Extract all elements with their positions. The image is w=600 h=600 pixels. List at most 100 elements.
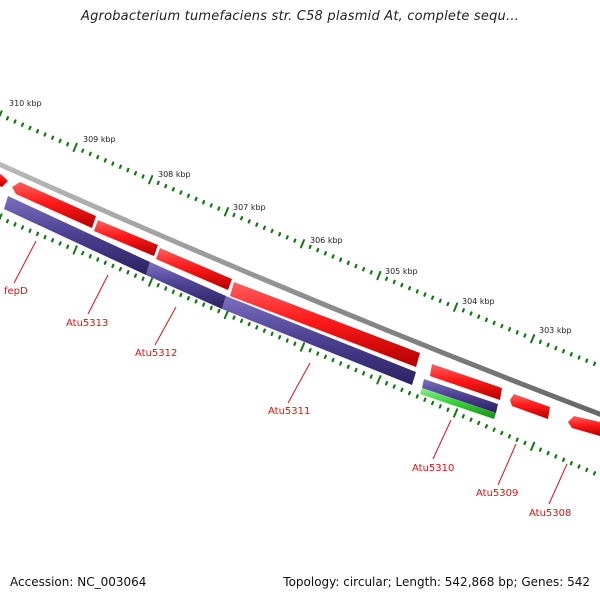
inner-scale-minor-tick bbox=[554, 454, 558, 459]
inner-scale-minor-tick bbox=[171, 289, 175, 294]
inner-scale-minor-tick bbox=[323, 354, 327, 359]
tick-label-304kbp: 304 kbp bbox=[462, 297, 495, 306]
inner-scale-minor-tick bbox=[369, 374, 373, 379]
scale-minor-tick bbox=[415, 289, 419, 294]
leader-atu5309 bbox=[497, 443, 517, 486]
scale-minor-tick bbox=[392, 279, 396, 285]
leader-atu5313 bbox=[87, 274, 109, 315]
scale-minor-tick bbox=[369, 270, 373, 275]
scale-minor-tick bbox=[66, 142, 70, 147]
gene-arrow-atu5308-forward[interactable] bbox=[568, 416, 600, 436]
scale-minor-tick bbox=[492, 320, 496, 326]
inner-scale-minor-tick bbox=[209, 305, 213, 311]
scale-minor-tick bbox=[423, 292, 427, 297]
scale-minor-tick bbox=[58, 138, 62, 144]
gene-arrow-atu5312-forward[interactable] bbox=[94, 220, 158, 256]
inner-scale-minor-tick bbox=[202, 302, 206, 307]
inner-scale-minor-tick bbox=[217, 308, 221, 314]
inner-scale-major-tick bbox=[376, 375, 382, 385]
inner-scale-major-tick bbox=[223, 309, 229, 320]
inner-scale-minor-tick bbox=[569, 461, 573, 466]
inner-scale-minor-tick bbox=[392, 384, 396, 389]
scale-minor-tick bbox=[508, 327, 512, 332]
scale-minor-tick bbox=[554, 345, 558, 351]
scale-minor-tick bbox=[270, 228, 274, 234]
gene-label-atu5310[interactable]: Atu5310 bbox=[412, 463, 454, 474]
inner-scale-minor-tick bbox=[461, 414, 465, 419]
inner-scale-minor-tick bbox=[179, 292, 183, 298]
inner-scale-minor-tick bbox=[538, 447, 543, 452]
gene-arrow-atu5311-forward-a[interactable] bbox=[156, 248, 232, 290]
inner-scale-minor-tick bbox=[111, 263, 115, 269]
inner-scale-minor-tick bbox=[346, 364, 350, 369]
inner-scale-minor-tick bbox=[354, 367, 358, 373]
scale-minor-tick bbox=[43, 132, 47, 137]
inner-scale-minor-tick bbox=[400, 387, 404, 392]
inner-scale-minor-tick bbox=[240, 318, 244, 324]
gene-bar-atu5310-rna[interactable] bbox=[420, 388, 496, 419]
inner-scale-minor-tick bbox=[81, 250, 85, 256]
scale-minor-tick bbox=[385, 276, 389, 281]
genome-summary-text: Topology: circular; Length: 542,868 bp; … bbox=[283, 575, 590, 589]
inner-scale-minor-tick bbox=[13, 222, 17, 227]
gene-arrow-atu5310-forward[interactable] bbox=[430, 364, 502, 400]
scale-minor-tick bbox=[577, 355, 581, 360]
scale-minor-tick bbox=[194, 196, 198, 202]
forward-strand-track bbox=[0, 170, 600, 436]
scale-minor-tick bbox=[323, 251, 327, 256]
scale-major-tick bbox=[0, 110, 3, 118]
scale-minor-tick bbox=[477, 314, 481, 319]
inner-scale-minor-tick bbox=[308, 348, 312, 353]
scale-minor-tick bbox=[484, 317, 488, 322]
inner-scale-minor-tick bbox=[20, 225, 25, 230]
gene-bar-atu5310-reverse[interactable] bbox=[422, 379, 498, 413]
scale-minor-tick bbox=[81, 148, 85, 153]
scale-minor-tick bbox=[354, 263, 358, 269]
inner-scale-minor-tick bbox=[141, 276, 145, 281]
inner-scale-minor-tick bbox=[523, 440, 527, 446]
inner-scale-minor-tick bbox=[5, 219, 10, 224]
gene-labels: fepD Atu5313 Atu5312 Atu5311 Atu5310 Atu… bbox=[4, 286, 571, 519]
tick-label-307kbp: 307 kbp bbox=[233, 203, 266, 212]
gene-label-atu5313[interactable]: Atu5313 bbox=[66, 318, 108, 329]
scale-major-tick bbox=[376, 270, 382, 281]
backbone-line bbox=[0, 161, 600, 417]
gene-arrow-fepd-forward[interactable] bbox=[0, 170, 8, 187]
scale-minor-tick bbox=[217, 206, 221, 211]
scale-minor-tick bbox=[585, 358, 589, 363]
inner-scale-minor-tick bbox=[484, 424, 488, 429]
inner-scale-minor-tick bbox=[316, 351, 320, 356]
scale-minor-tick bbox=[232, 212, 236, 218]
scale-minor-tick bbox=[171, 187, 175, 192]
inner-scale-minor-tick bbox=[415, 394, 419, 399]
inner-scale-minor-tick bbox=[500, 430, 504, 436]
scale-minor-tick bbox=[156, 180, 160, 186]
map-title: Agrobacterium tumefaciens str. C58 plasm… bbox=[80, 9, 519, 24]
inner-scale-minor-tick bbox=[546, 450, 550, 456]
leader-atu5308 bbox=[548, 463, 568, 505]
inner-scale-minor-tick bbox=[385, 381, 389, 386]
inner-scale-minor-tick bbox=[423, 397, 427, 402]
scale-minor-tick bbox=[103, 158, 107, 163]
gene-arrow-atu5313-forward[interactable] bbox=[12, 182, 96, 228]
gene-label-atu5311[interactable]: Atu5311 bbox=[268, 406, 310, 417]
scale-minor-tick bbox=[118, 164, 123, 169]
gene-bar-atu5312-reverse[interactable] bbox=[146, 262, 226, 309]
gene-arrow-atu5311-forward-b[interactable] bbox=[230, 282, 420, 367]
scale-minor-tick bbox=[209, 203, 213, 208]
inner-scale-minor-tick bbox=[362, 371, 366, 376]
gene-label-atu5308[interactable]: Atu5308 bbox=[529, 508, 571, 519]
gene-bar-atu5313-reverse[interactable] bbox=[4, 196, 150, 275]
inner-scale-minor-tick bbox=[255, 325, 259, 330]
scale-minor-tick bbox=[469, 311, 473, 316]
tick-label-308kbp: 308 kbp bbox=[158, 170, 191, 179]
scale-minor-tick bbox=[179, 190, 183, 195]
scale-minor-tick bbox=[523, 333, 527, 338]
gene-arrow-atu5309-forward[interactable] bbox=[510, 394, 550, 419]
gene-label-atu5309[interactable]: Atu5309 bbox=[476, 488, 518, 499]
gene-label-fepd[interactable]: fepD bbox=[4, 286, 28, 297]
gene-bar-atu5311-reverse[interactable] bbox=[222, 296, 416, 385]
gene-label-atu5312[interactable]: Atu5312 bbox=[135, 348, 177, 359]
scale-minor-tick bbox=[88, 151, 92, 157]
